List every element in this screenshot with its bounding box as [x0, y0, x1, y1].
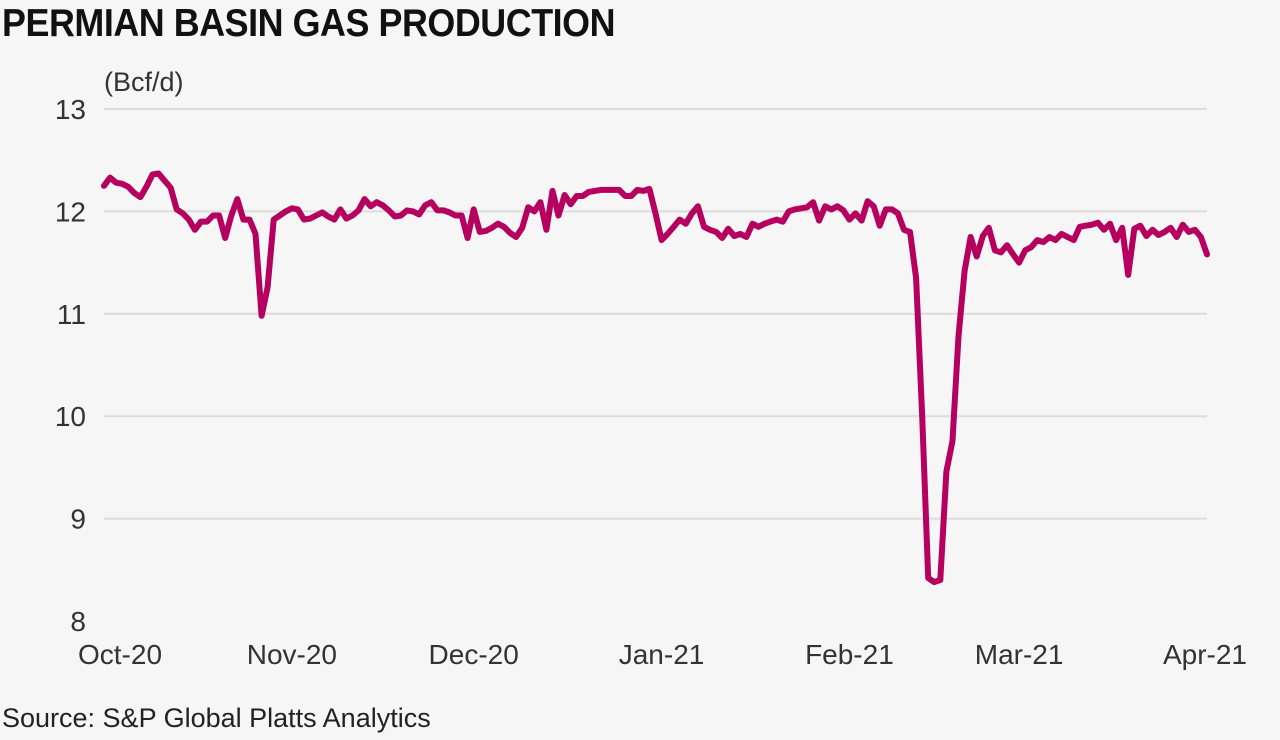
x-tick-label: Feb-21: [805, 639, 894, 670]
series-line: [101, 170, 1210, 586]
gridlines: [104, 108, 1207, 520]
source-note: Source: S&P Global Platts Analytics: [2, 703, 431, 733]
x-axis-ticks: Oct-20 Nov-20 Dec-20 Jan-21 Feb-21 Mar-21 Apr-…: [78, 639, 1247, 670]
x-tick-label: Apr-21: [1163, 639, 1247, 670]
x-tick-label: Nov-20: [247, 639, 337, 670]
chart-title: PERMIAN BASIN GAS PRODUCTION: [2, 2, 616, 45]
y-tick-label: 11: [57, 299, 86, 330]
x-tick-label: Dec-20: [429, 639, 519, 670]
y-tick-label: 9: [70, 504, 86, 535]
y-tick-label: 13: [55, 94, 86, 125]
x-tick-label: Jan-21: [619, 639, 705, 670]
x-tick-label: Oct-20: [78, 639, 162, 670]
y-tick-label: 10: [55, 401, 86, 432]
x-tick-label: Mar-21: [975, 639, 1064, 670]
line-chart: 8 9 10 11 12 13 Oct-20 Nov-20 Dec-20 Jan-21 Feb-2…: [55, 67, 1247, 670]
y-tick-label: 12: [55, 196, 86, 227]
y-tick-label: 8: [70, 606, 86, 637]
y-axis-ticks: 8 9 10 11 12 13: [55, 94, 86, 637]
y-axis-label: (Bcf/d): [104, 67, 184, 97]
